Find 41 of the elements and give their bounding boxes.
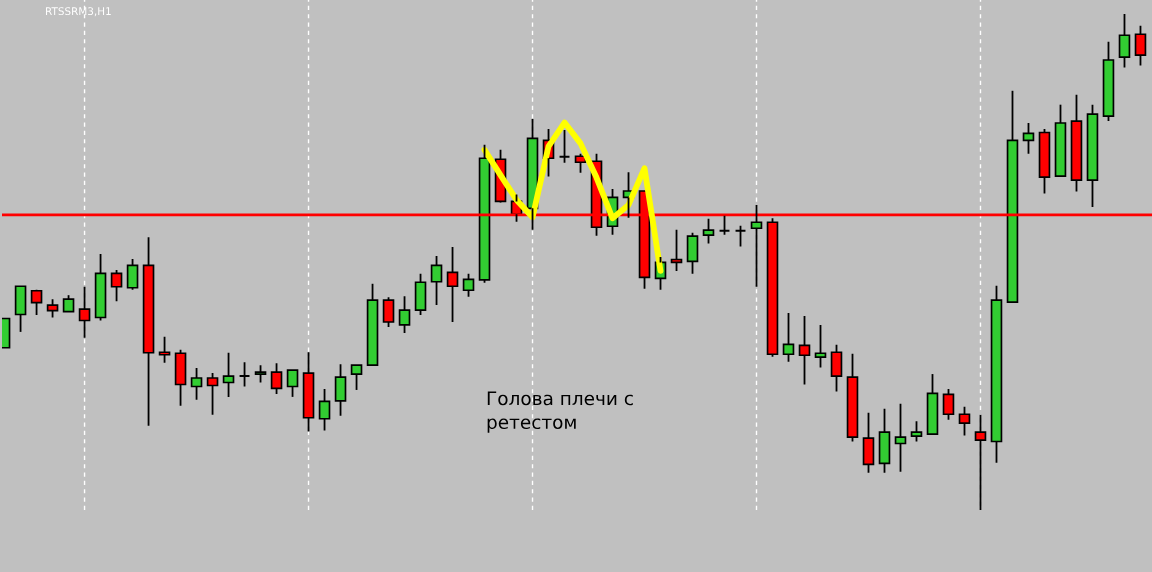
- candlestick: [1118, 12, 1131, 69]
- annotation: Голова плечи с ретестом: [487, 391, 633, 433]
- candlestick: [446, 246, 459, 323]
- candlestick: [302, 351, 315, 433]
- candlestick: [398, 295, 411, 334]
- candlestick: [238, 361, 251, 388]
- candlestick: [94, 253, 107, 322]
- candlestick: [830, 343, 843, 393]
- candlestick: [894, 402, 907, 473]
- candlestick: [702, 217, 715, 245]
- candlestick: [158, 335, 171, 364]
- candlestick: [334, 363, 347, 417]
- candlestick: [430, 255, 443, 307]
- candlestick: [78, 285, 91, 339]
- candlestick: [734, 224, 747, 248]
- candlestick: [862, 411, 875, 474]
- candlestick: [974, 413, 987, 510]
- candlestick: [958, 405, 971, 437]
- candlestick: [1006, 89, 1019, 303]
- candlestick: [1102, 40, 1115, 122]
- candlestick: [1038, 128, 1051, 195]
- candlestick: [1022, 122, 1035, 155]
- candlestick: [846, 352, 859, 443]
- candlestick: [718, 214, 731, 236]
- candlestick: [878, 407, 891, 474]
- candlestick: [1086, 103, 1099, 208]
- candlestick: [750, 203, 763, 288]
- candlestick: [798, 315, 811, 386]
- candlestick: [990, 284, 1003, 464]
- candlestick: [222, 351, 235, 398]
- candlestick: [318, 388, 331, 432]
- candlestick: [814, 324, 827, 369]
- candlestick: [142, 236, 155, 427]
- candlestick: [1134, 24, 1147, 67]
- candlestick: [190, 367, 203, 401]
- candlestick: [558, 129, 571, 164]
- candlestick: [206, 372, 219, 416]
- chart-title: RTSSRM3,H1: [46, 7, 111, 17]
- candlestick: [174, 348, 187, 407]
- candlestick: [1070, 93, 1083, 193]
- candlestick: [782, 312, 795, 363]
